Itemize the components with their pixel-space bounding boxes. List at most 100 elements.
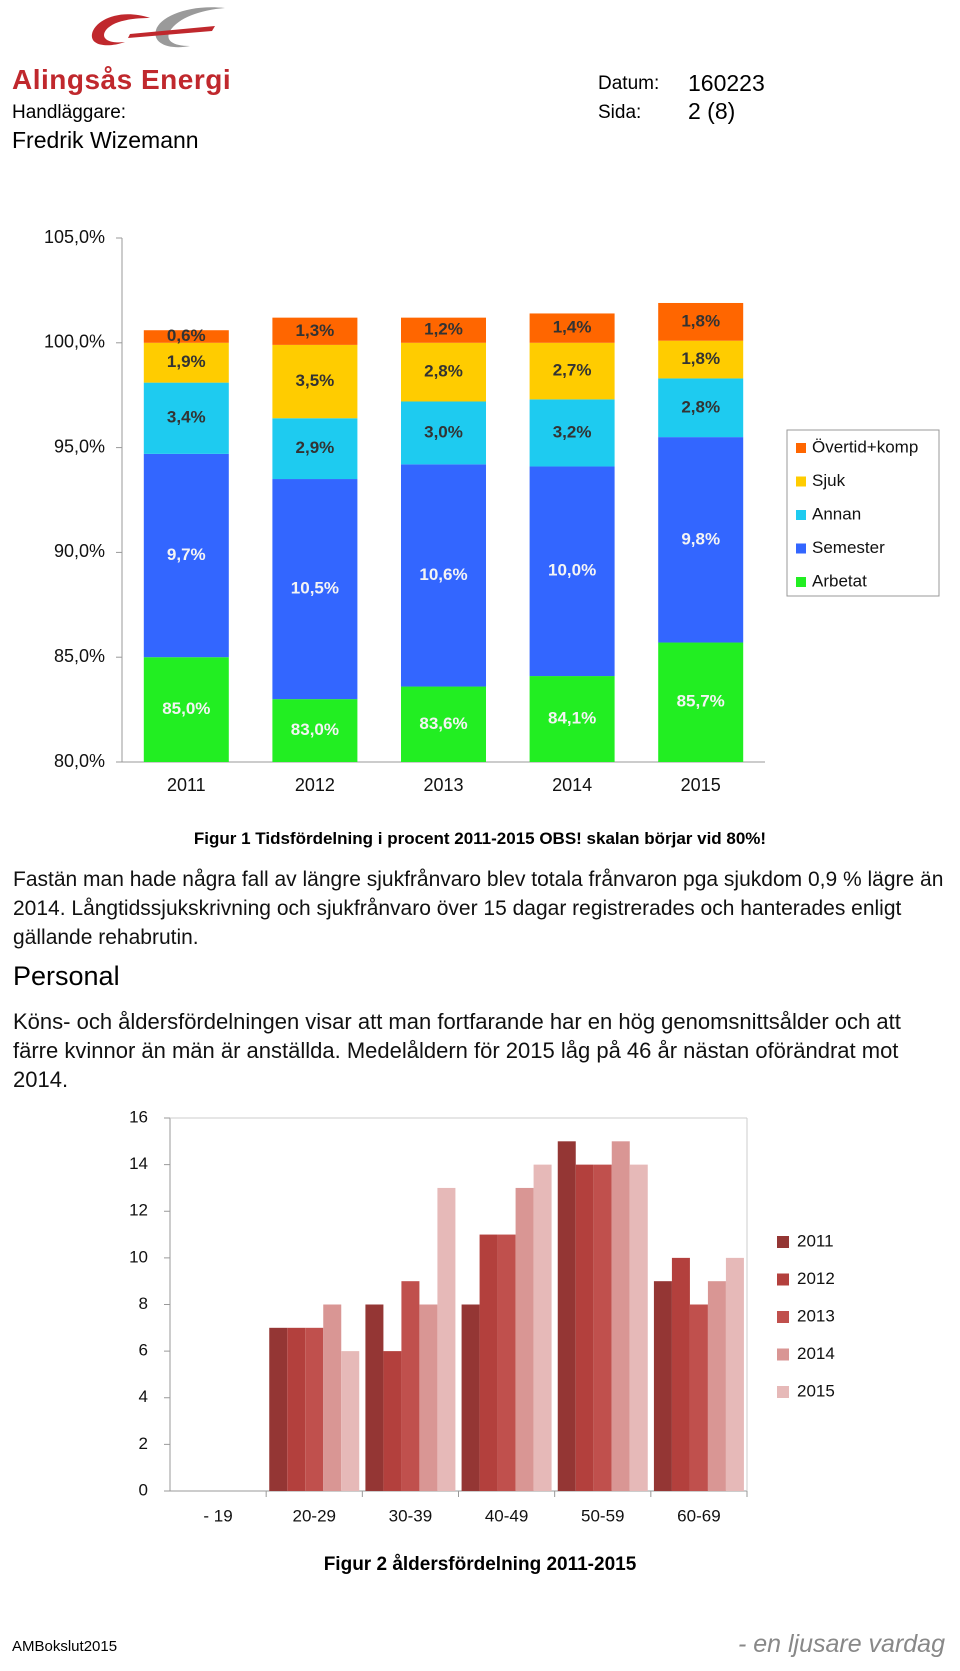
legend-label: 2011 [797, 1231, 834, 1250]
legend-swatch [777, 1311, 789, 1323]
bar [305, 1327, 324, 1491]
footer-right: - en ljusare vardag [737, 1630, 945, 1658]
y-tick-label: 80,0% [54, 751, 105, 771]
legend-swatch [777, 1273, 789, 1286]
logo-swoosh [91, 14, 150, 46]
y-tick-label: 14 [129, 1154, 148, 1173]
bar [437, 1187, 456, 1491]
data-label: 1,9% [167, 352, 206, 371]
bar-segment [658, 642, 744, 762]
data-label: 85,0% [162, 699, 210, 718]
handler-label: Handläggare: [12, 102, 127, 123]
legend-swatch [796, 577, 806, 587]
bar [269, 1327, 288, 1491]
y-tick-label: 6 [139, 1341, 148, 1360]
legend-swatch [777, 1236, 789, 1248]
caption: Figur 1 Tidsfördelning i procent 2011-20… [193, 829, 767, 848]
y-tick-label: 8 [139, 1294, 148, 1313]
bar [287, 1327, 306, 1491]
bar [401, 1281, 420, 1491]
bar-segment [529, 676, 615, 762]
data-label: 85,7% [677, 692, 725, 711]
page-number: 2 (8) [688, 98, 736, 124]
x-tick-label: - 19 [203, 1506, 232, 1525]
paragraph: Köns- och åldersfördelningen visar att m… [13, 1009, 901, 1092]
x-tick-label: 2012 [295, 775, 335, 795]
date-label: Datum: [598, 73, 660, 94]
y-tick-label: 90,0% [54, 541, 105, 561]
bar [497, 1234, 516, 1491]
data-label: 2,9% [296, 438, 335, 457]
legend-label: 2012 [797, 1269, 835, 1288]
x-tick-label: 2015 [681, 775, 721, 795]
date: 160223 [688, 70, 765, 96]
y-tick-label: 2 [139, 1434, 148, 1453]
data-label: 9,8% [681, 529, 720, 548]
data-label: 0,6% [167, 326, 206, 345]
legend-swatch [777, 1348, 789, 1361]
bar-segment [529, 313, 615, 343]
data-label: 1,2% [424, 320, 463, 339]
y-tick-label: 10 [129, 1247, 148, 1266]
bar-segment [143, 657, 229, 762]
data-label: 1,3% [296, 321, 335, 340]
data-label: 3,5% [296, 371, 335, 390]
bar-segment [658, 437, 744, 643]
legend-label: Sjuk [812, 471, 846, 490]
bar-segment [272, 344, 358, 419]
x-tick-label: 50-59 [581, 1506, 624, 1525]
bar [707, 1281, 726, 1491]
bar-segment [401, 401, 486, 465]
y-tick-label: 4 [139, 1387, 148, 1406]
legend-label: Arbetat [812, 571, 867, 590]
bar-segment [272, 418, 358, 480]
bar [419, 1304, 438, 1491]
bar-segment [529, 466, 615, 677]
data-label: 1,4% [553, 318, 592, 337]
legend-swatch [796, 476, 806, 487]
bar [575, 1164, 594, 1491]
bar [725, 1257, 744, 1491]
data-label: 10,6% [419, 565, 467, 584]
bar [653, 1281, 672, 1491]
data-label: 2,8% [424, 362, 463, 381]
bar-segment [272, 479, 358, 700]
bar-segment [401, 342, 486, 402]
bar [593, 1164, 612, 1491]
legend-label: 2014 [797, 1344, 835, 1363]
data-label: 3,0% [424, 422, 463, 441]
legend-swatch [796, 510, 806, 520]
bar-segment [658, 302, 744, 341]
bar [689, 1304, 708, 1491]
chart-age: 0 2 4 6 8 10 12 14 16 - 19 20-29 30-39 40-49 50-59 60-… [129, 1107, 835, 1525]
bar-segment [658, 340, 744, 379]
bar [515, 1187, 534, 1491]
data-label: 9,7% [167, 545, 206, 564]
y-tick-label: 100,0% [44, 332, 105, 352]
x-tick-label: 2013 [423, 775, 463, 795]
bar-segment [143, 330, 229, 343]
bar-segment [401, 464, 486, 687]
legend-swatch [796, 443, 806, 453]
handler: Fredrik Wizemann [12, 127, 199, 153]
legend-box [786, 429, 940, 597]
bar [341, 1351, 360, 1491]
bar-segment [529, 399, 615, 467]
bar-segment [401, 686, 486, 762]
legend-label: Övertid+komp [812, 437, 918, 456]
y-tick-label: 0 [139, 1480, 148, 1499]
bar-segment [272, 699, 358, 762]
bar [629, 1164, 648, 1491]
bar [557, 1141, 576, 1491]
bar-segment [143, 382, 229, 454]
x-tick-label: 40-49 [485, 1506, 528, 1525]
legend-label: Annan [812, 504, 861, 523]
legend-label: 2015 [797, 1381, 835, 1400]
data-label: 2,8% [681, 397, 720, 416]
y-tick-label: 12 [129, 1201, 148, 1220]
data-label: 83,0% [291, 720, 339, 739]
heading: Personal [13, 961, 120, 991]
bar [533, 1164, 552, 1491]
legend-label: Semester [812, 538, 885, 557]
